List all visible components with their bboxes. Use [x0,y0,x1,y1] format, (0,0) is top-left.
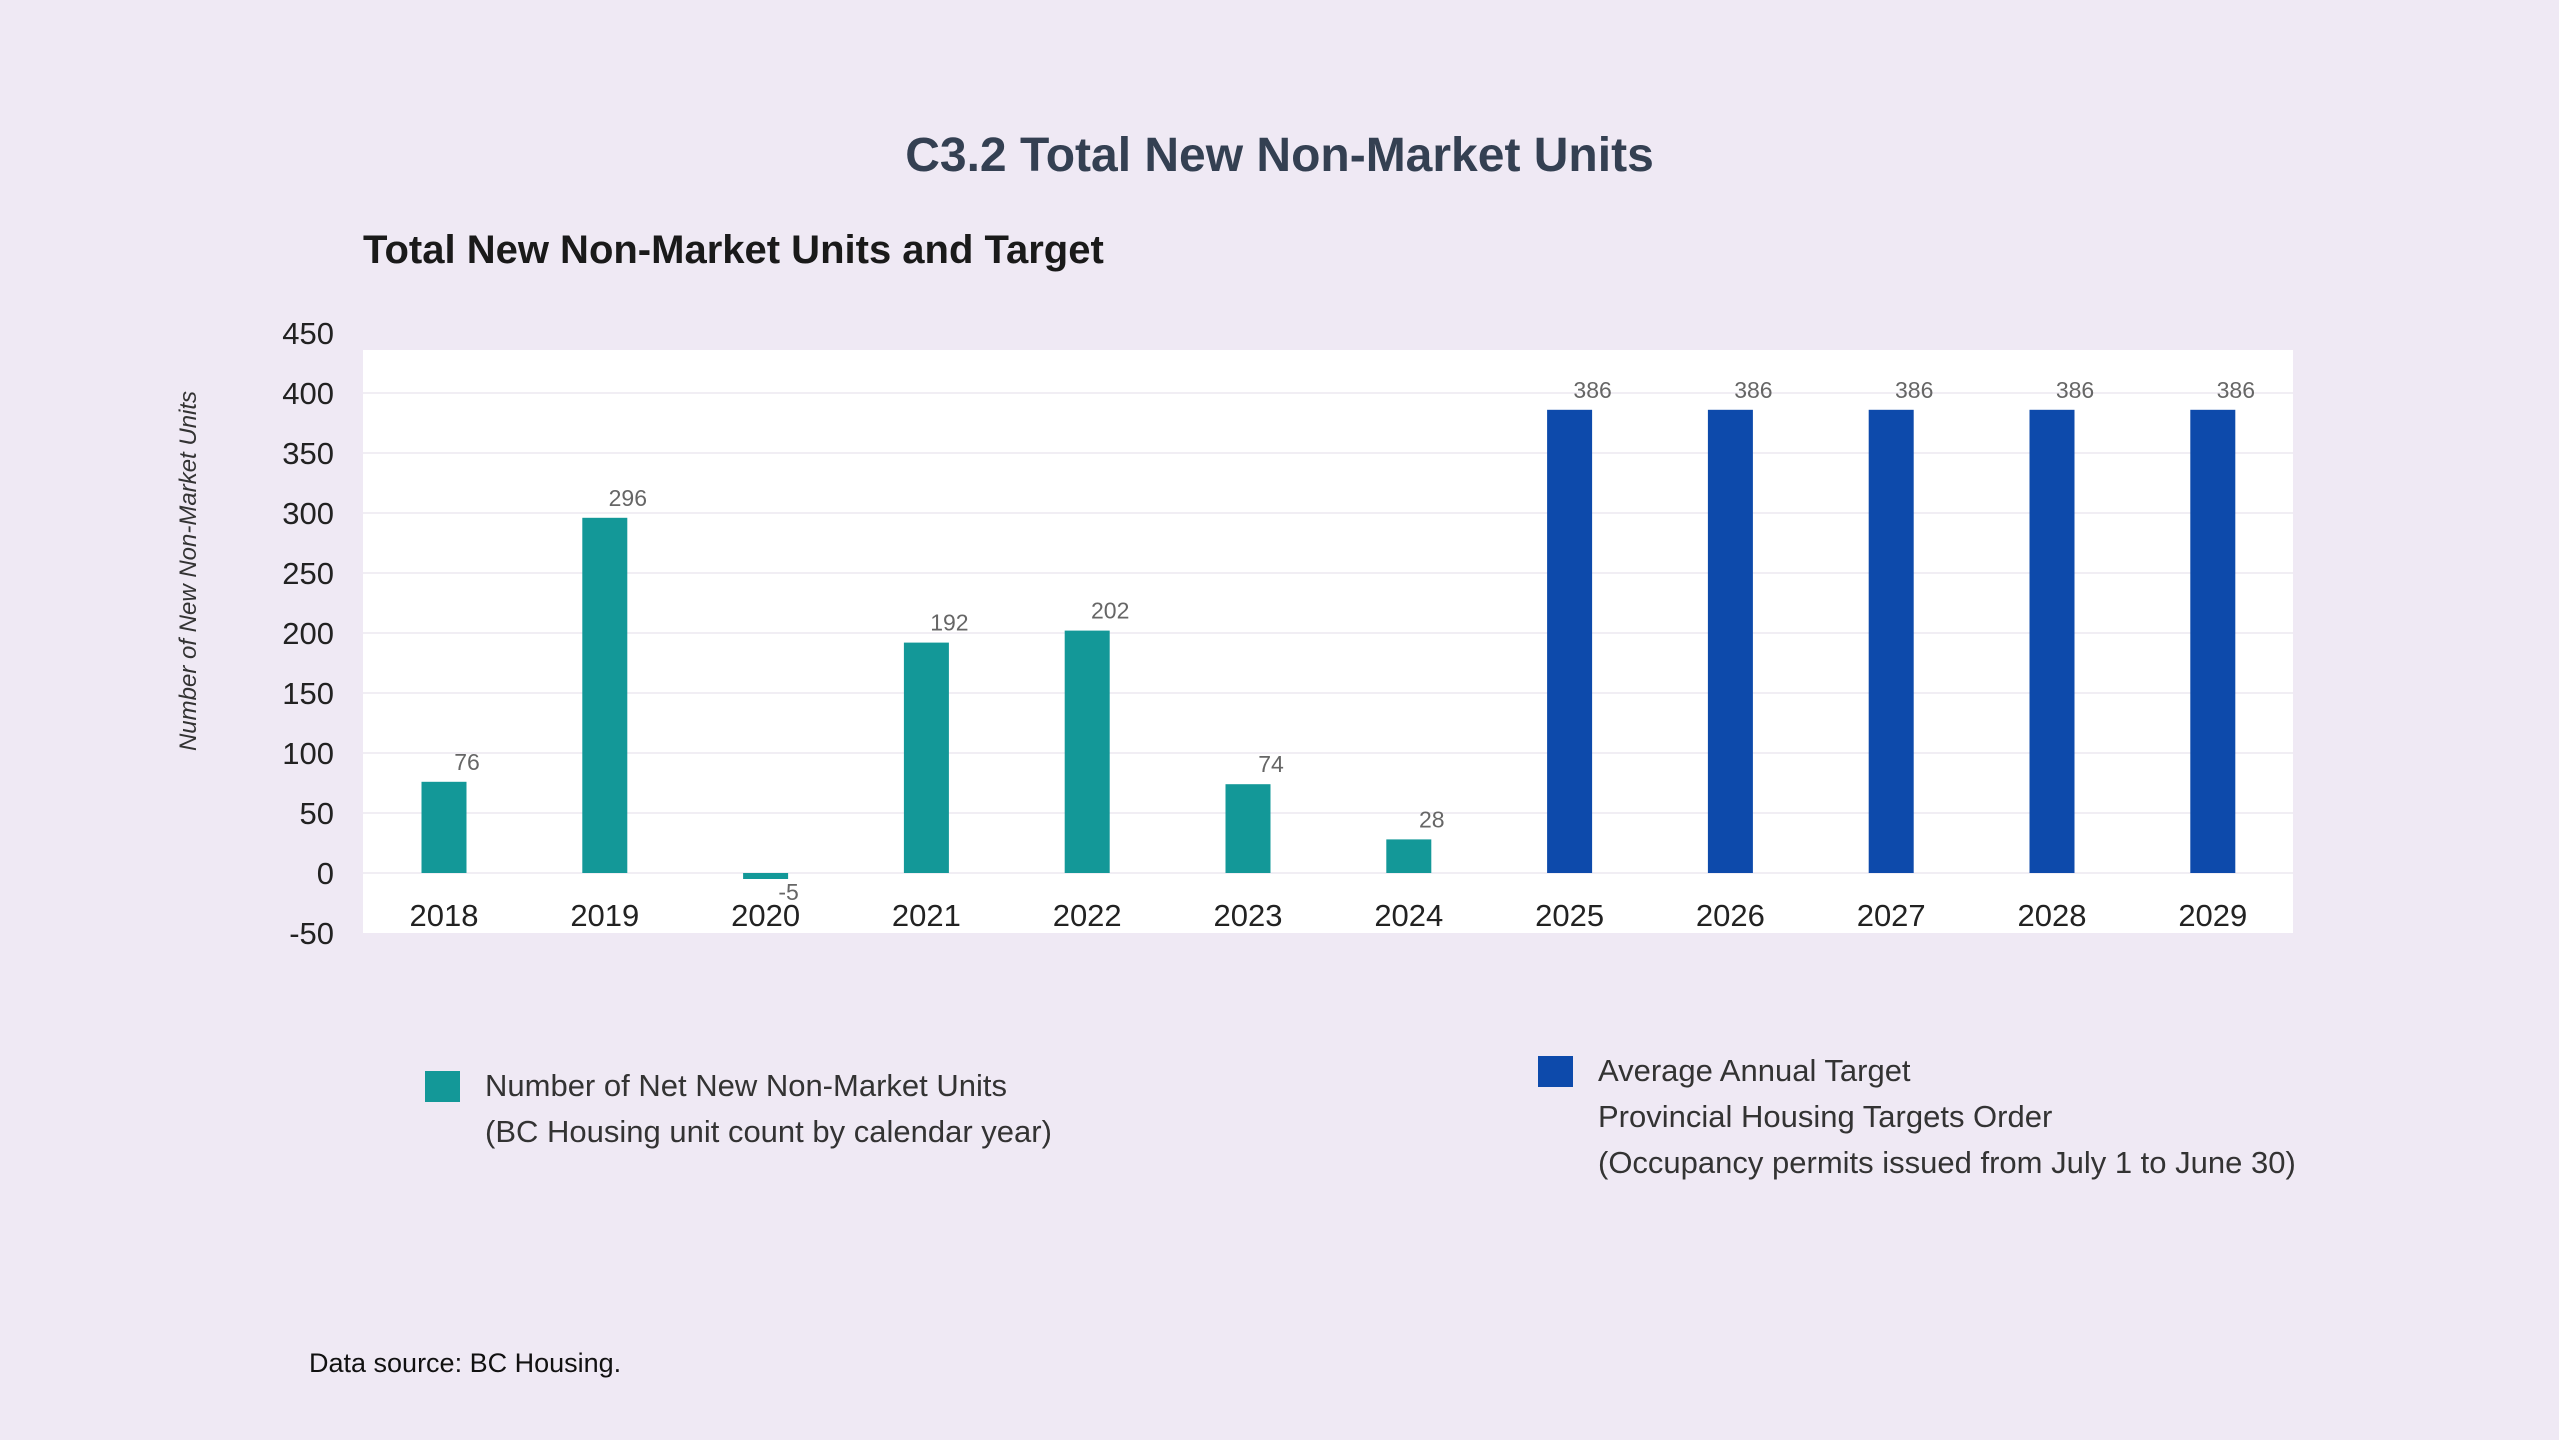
bar-actual-2024 [1386,839,1432,873]
legend-label: Number of Net New Non-Market Units [485,1068,1007,1103]
bar-actual-2021 [903,642,949,873]
y-tick-label: 350 [282,436,334,471]
data-label: 76 [454,749,480,775]
legend-swatch-target [1538,1056,1573,1087]
legend-item-actual: Number of Net New Non-Market Units (BC H… [425,1063,1052,1155]
y-axis-ticks: -50 0 50 100 150 200 250 300 350 400 450 [282,316,334,951]
y-axis-label: Number of New Non-Market Units [175,391,202,751]
data-labels: 76 296 -5 192 202 74 28 386 386 386 386 386 [454,377,2255,905]
y-tick-label: 0 [317,856,334,891]
x-tick-label: 2028 [2018,898,2087,933]
y-tick-label: 450 [282,316,334,351]
bar-actual-2023 [1225,784,1271,873]
legend-label: Average Annual Target [1598,1053,1911,1088]
y-tick-label: 250 [282,556,334,591]
gridlines [363,392,2293,874]
x-tick-label: 2025 [1535,898,1604,933]
data-label: 74 [1258,751,1284,777]
data-label: 386 [1895,377,1933,403]
bar-actual-2018 [421,781,467,873]
x-tick-label: 2019 [570,898,639,933]
legend-item-target: Average Annual Target Provincial Housing… [1538,1048,2296,1186]
x-axis-ticks: 2018 2019 2020 2021 2022 2023 2024 2025 2026 2027… [410,898,2248,933]
x-tick-label: 2021 [892,898,961,933]
data-label: 192 [930,610,968,636]
y-tick-label: 150 [282,676,334,711]
y-tick-label: 400 [282,376,334,411]
y-tick-label: 300 [282,496,334,531]
bar-actual-2019 [582,517,628,873]
bar-actual-2022 [1064,630,1110,873]
y-tick-label: 200 [282,616,334,651]
bar-target-2026 [1707,409,1753,873]
chart-title: Total New Non-Market Units and Target [363,228,1104,272]
y-tick-label: 100 [282,736,334,771]
data-label: -5 [778,879,798,905]
data-label: 28 [1419,806,1445,832]
data-label: 386 [1734,377,1772,403]
x-tick-label: 2026 [1696,898,1765,933]
bar-actual-2020 [743,873,789,879]
y-tick-label: -50 [289,916,334,951]
x-tick-label: 2018 [410,898,479,933]
data-label: 202 [1091,598,1129,624]
bar-target-2025 [1547,409,1593,873]
bar-target-2027 [1868,409,1914,873]
x-tick-label: 2027 [1857,898,1926,933]
bars [421,409,2236,879]
x-tick-label: 2020 [731,898,800,933]
x-tick-label: 2023 [1214,898,1283,933]
y-tick-label: 50 [300,796,334,831]
x-tick-label: 2029 [2178,898,2247,933]
x-tick-label: 2022 [1053,898,1122,933]
legend-label: (BC Housing unit count by calendar year) [485,1114,1052,1149]
page-title: C3.2 Total New Non-Market Units [905,129,1654,182]
data-label: 386 [2056,377,2094,403]
bar-target-2029 [2190,409,2236,873]
x-tick-label: 2024 [1374,898,1443,933]
plot-area [363,350,2293,933]
bar-target-2028 [2029,409,2075,873]
data-source: Data source: BC Housing. [309,1348,622,1378]
data-label: 386 [1573,377,1611,403]
data-label: 386 [2217,377,2255,403]
data-label: 296 [609,485,647,511]
legend-swatch-actual [425,1071,460,1102]
legend-label: Provincial Housing Targets Order [1598,1099,2053,1134]
legend-label: (Occupancy permits issued from July 1 to… [1598,1145,2296,1180]
